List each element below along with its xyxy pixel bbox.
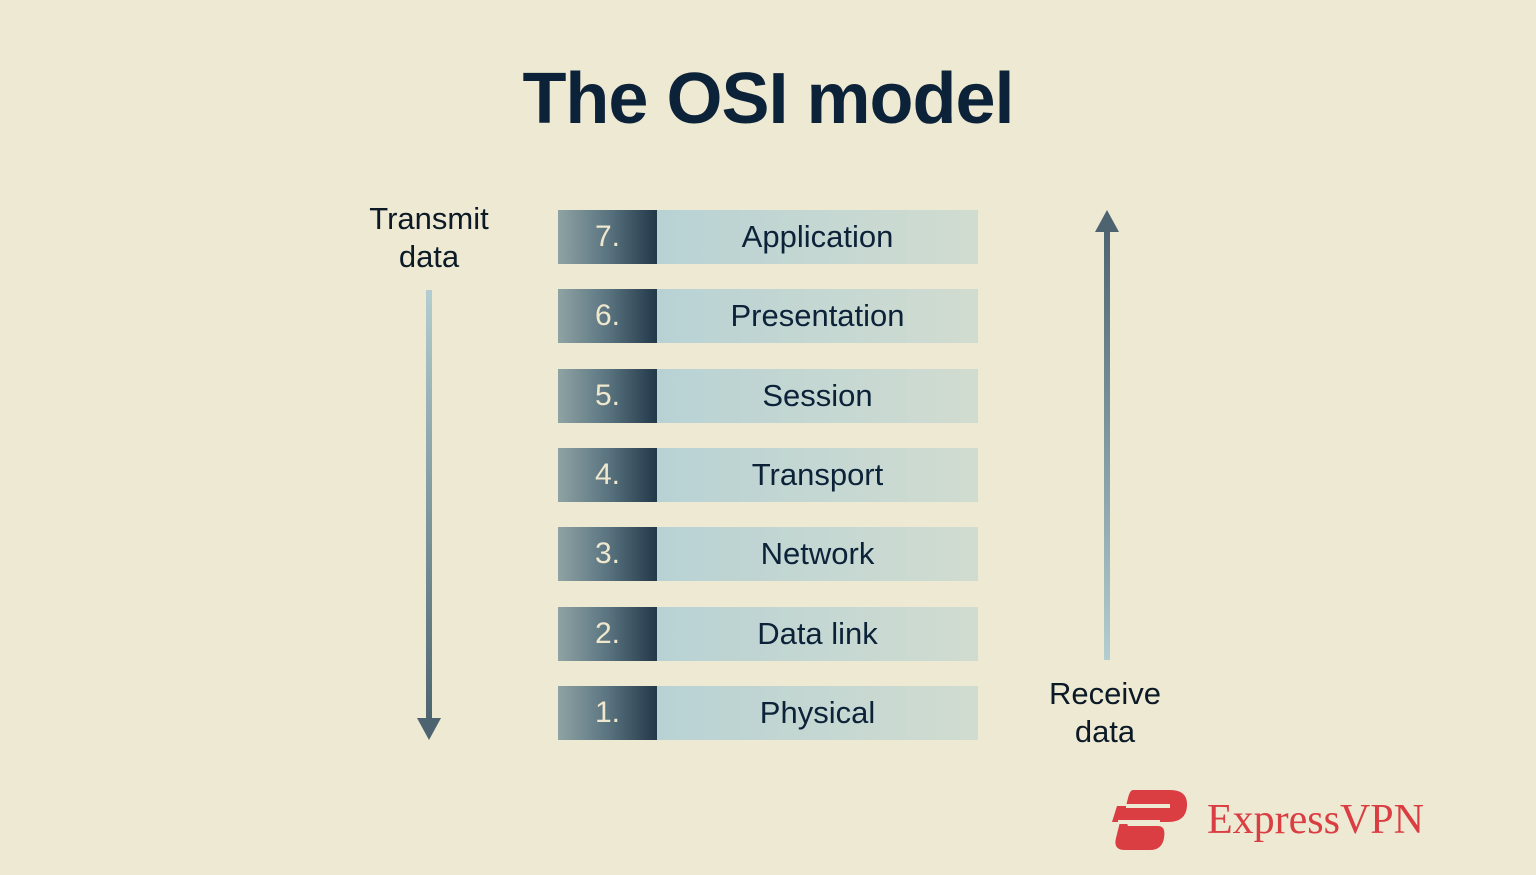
- receive-label-line1: Receive: [1049, 676, 1161, 711]
- layer-name: Session: [657, 368, 978, 423]
- layer-name: Network: [657, 527, 978, 582]
- layer-number: 7.: [558, 210, 657, 264]
- receive-up-arrow-icon: [1095, 210, 1119, 660]
- osi-layer-row: 2. Data link: [558, 606, 978, 661]
- brand-name: ExpressVPN: [1207, 797, 1424, 843]
- expressvpn-logo-icon: [1112, 790, 1188, 850]
- layer-name: Application: [657, 210, 978, 264]
- layer-name: Transport: [657, 447, 978, 502]
- layer-number: 1.: [558, 685, 657, 740]
- layer-number: 2.: [558, 606, 657, 661]
- page-title: The OSI model: [522, 59, 1014, 139]
- layer-name: Physical: [657, 685, 978, 740]
- layer-number: 6.: [558, 289, 657, 344]
- osi-layer-row: 5. Session: [558, 368, 978, 423]
- transmit-label-line1: Transmit: [369, 201, 489, 236]
- receive-label-line2: data: [1074, 714, 1136, 749]
- osi-layer-row: 7. Application: [558, 210, 978, 264]
- layer-number: 5.: [558, 368, 657, 423]
- osi-layer-row: 3. Network: [558, 527, 978, 582]
- osi-layer-row: 1. Physical: [558, 685, 978, 740]
- receive-data-label: Receive data: [1025, 675, 1185, 751]
- transmit-data-label: Transmit data: [349, 200, 509, 276]
- layer-name: Data link: [657, 606, 978, 661]
- osi-layer-row: 4. Transport: [558, 447, 978, 502]
- layer-number: 4.: [558, 447, 657, 502]
- transmit-label-line2: data: [398, 239, 460, 274]
- layer-name: Presentation: [657, 289, 978, 344]
- osi-layer-row: 6. Presentation: [558, 289, 978, 344]
- layer-number: 3.: [558, 527, 657, 582]
- transmit-down-arrow-icon: [417, 290, 441, 740]
